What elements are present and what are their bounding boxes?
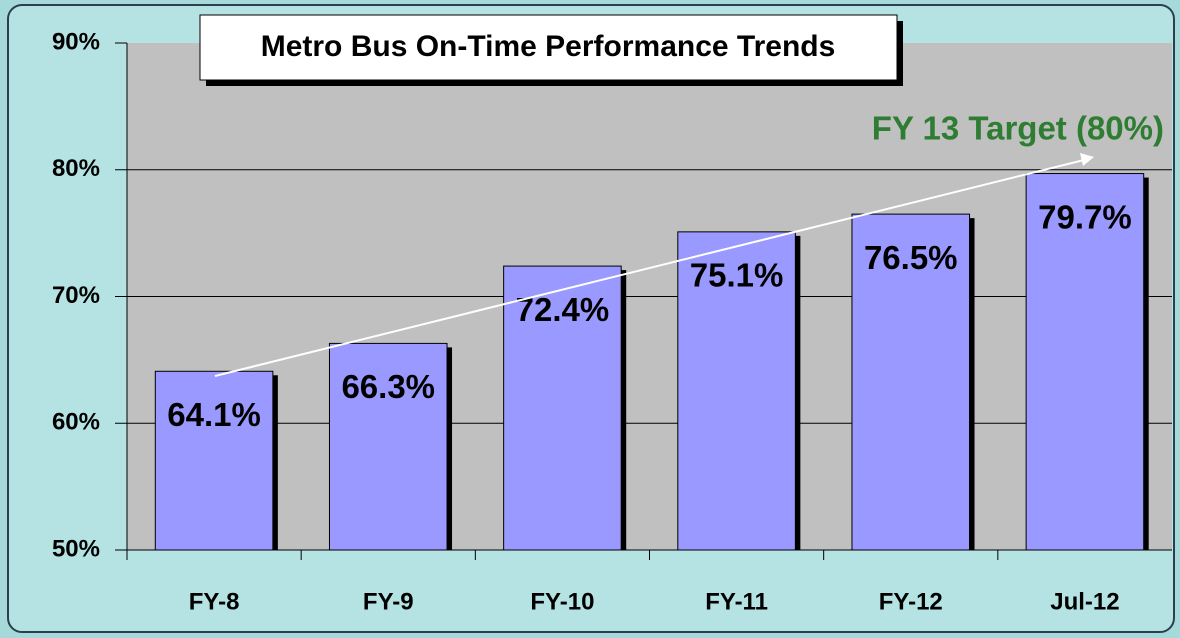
trend-arrow	[214, 159, 1085, 377]
title-box	[199, 14, 898, 81]
chart-title: Metro Bus On-Time Performance Trends	[261, 30, 836, 63]
y-tick-label: 50%	[52, 535, 100, 562]
bar	[851, 213, 971, 551]
y-tick-label: 90%	[52, 28, 100, 55]
x-tick-label: FY-9	[363, 588, 414, 615]
bar	[328, 342, 448, 551]
x-tick-label: FY-12	[879, 588, 943, 615]
value-label: 75.1%	[690, 257, 784, 294]
x-tick-label: FY-10	[530, 588, 594, 615]
y-tick-label: 70%	[52, 282, 100, 309]
y-tick-label: 60%	[52, 409, 100, 436]
annotation: FY 13 Target (80%)	[872, 110, 1164, 147]
arrow-head	[1080, 153, 1094, 166]
bar	[1025, 173, 1145, 551]
value-label: 79.7%	[1038, 198, 1132, 235]
value-label: 72.4%	[516, 291, 610, 328]
bar	[154, 370, 274, 551]
value-label: 66.3%	[341, 368, 435, 405]
bar	[677, 231, 796, 551]
x-tick-label: FY-11	[705, 588, 768, 615]
x-tick-label: FY-8	[189, 588, 240, 615]
bar	[503, 265, 622, 551]
x-tick-label: Jul-12	[1050, 588, 1119, 615]
value-label: 76.5%	[864, 239, 958, 276]
y-tick-label: 80%	[52, 155, 100, 182]
value-label: 64.1%	[167, 396, 261, 433]
